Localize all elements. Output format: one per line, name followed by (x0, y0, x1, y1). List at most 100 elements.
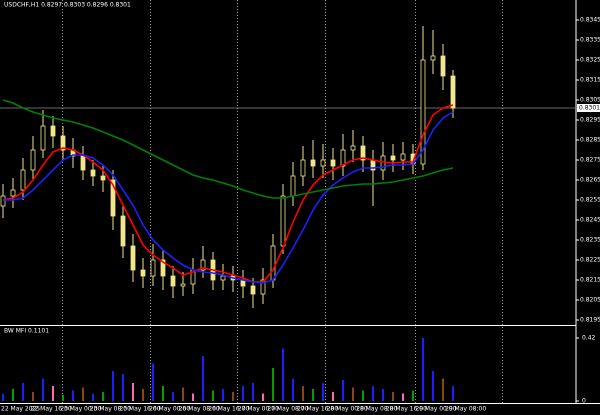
candle-body (200, 259, 206, 271)
mfi-bar (192, 393, 194, 401)
mfi-bar (362, 390, 364, 401)
candle-body (50, 125, 56, 137)
candle-body (310, 159, 316, 167)
moving-average (2, 99, 454, 199)
x-tick-label: 23 May 16:00 (119, 406, 160, 413)
candle-body (180, 283, 186, 287)
y-tick-label: 0.8335 (580, 37, 600, 44)
mfi-bar (92, 393, 94, 401)
mfi-bar (52, 386, 54, 401)
candle-body (440, 55, 446, 77)
x-tick-label: 28 May 08:00 (356, 406, 397, 413)
mfi-bar (282, 348, 284, 401)
candle-body (110, 179, 116, 217)
candle-body (330, 159, 336, 167)
y-tick-label: 0.8275 (580, 157, 600, 164)
candle-body (400, 153, 406, 161)
mfi-bar (252, 383, 254, 401)
y-tick-label: 0.8215 (580, 277, 600, 284)
y-tick-label: 0.8325 (580, 57, 600, 64)
mfi-bar (452, 386, 454, 401)
candle-body (220, 275, 226, 281)
mfi-bar (142, 389, 144, 401)
mfi-bar (152, 363, 154, 401)
x-tick-label: 27 May 08:00 (267, 406, 308, 413)
candle-body (0, 195, 6, 207)
mfi-bar (342, 380, 344, 401)
candle-body (60, 135, 66, 151)
candle-body (160, 259, 166, 277)
x-tick-label: 29 May 00:00 (415, 406, 456, 413)
candle-body (430, 55, 436, 61)
candle-body (120, 215, 126, 247)
candle-body (130, 245, 136, 271)
x-tick-label: 27 May 16:00 (297, 406, 338, 413)
candle-body (40, 125, 46, 151)
mfi-bar (432, 371, 434, 401)
mfi-bar (332, 392, 334, 401)
candle-body (340, 149, 346, 167)
mfi-bar (352, 387, 354, 401)
indicator-title: BW MFI 0.1101 (4, 328, 49, 335)
mfi-bar (402, 393, 404, 401)
y-tick-label: 0 (582, 398, 586, 405)
mfi-bar (412, 390, 414, 401)
x-tick-label: 28 May 00:00 (327, 406, 368, 413)
x-tick-label: 22 May 2025 (1, 406, 40, 413)
mfi-bar (202, 356, 204, 401)
candle-body (360, 145, 366, 161)
mfi-bar (72, 390, 74, 401)
candle-body (30, 149, 36, 171)
last-price-label: 0.8301 (579, 105, 600, 112)
candle-body (140, 269, 146, 277)
y-tick-label: 0.8295 (580, 117, 600, 124)
mfi-bar (2, 393, 4, 401)
candle-body (300, 159, 306, 177)
candle-body (280, 195, 286, 247)
mfi-bar (292, 378, 294, 401)
mfi-bar (312, 389, 314, 401)
x-tick-label: 26 May 08:00 (179, 406, 220, 413)
y-tick-label: 0.8225 (580, 257, 600, 264)
mfi-bar (422, 338, 424, 401)
candle-body (270, 245, 276, 281)
mfi-bar (12, 389, 14, 401)
mfi-bar (222, 389, 224, 401)
x-tick-label: 28 May 16:00 (386, 406, 427, 413)
moving-average (3, 111, 454, 284)
x-tick-label: 22 May 16:00 (31, 406, 72, 413)
last-price-box (577, 104, 600, 112)
x-tick-label: 26 May 16:00 (208, 406, 249, 413)
mfi-bar (272, 368, 274, 401)
y-tick-label: 0.8245 (580, 217, 600, 224)
candle-body (450, 75, 456, 109)
mfi-bar (82, 387, 84, 401)
y-tick-label: 0.8205 (580, 297, 600, 304)
y-tick-label: 0.8345 (580, 17, 600, 24)
mfi-bar (392, 392, 394, 401)
candle-body (420, 59, 426, 165)
mfi-bar (302, 386, 304, 401)
candle-body (350, 145, 356, 151)
y-tick-label: 0.42 (582, 335, 596, 342)
mfi-bar (322, 383, 324, 401)
candle-body (170, 275, 176, 287)
mfi-bar (32, 392, 34, 401)
mfi-bar (62, 395, 64, 401)
candle-body (320, 159, 326, 167)
mfi-bar (112, 371, 114, 401)
y-tick-label: 0.8235 (580, 237, 600, 244)
mfi-bar (442, 378, 444, 401)
candle-body (150, 259, 156, 277)
mfi-bar (42, 378, 44, 401)
y-tick-label: 0.8195 (580, 317, 600, 324)
y-tick-label: 0.8265 (580, 177, 600, 184)
y-tick-label: 0.8285 (580, 137, 600, 144)
y-tick-label: 0.8305 (580, 97, 600, 104)
mfi-bar (382, 389, 384, 401)
mfi-bar (22, 383, 24, 401)
moving-average (2, 104, 454, 283)
mfi-bar (372, 386, 374, 401)
